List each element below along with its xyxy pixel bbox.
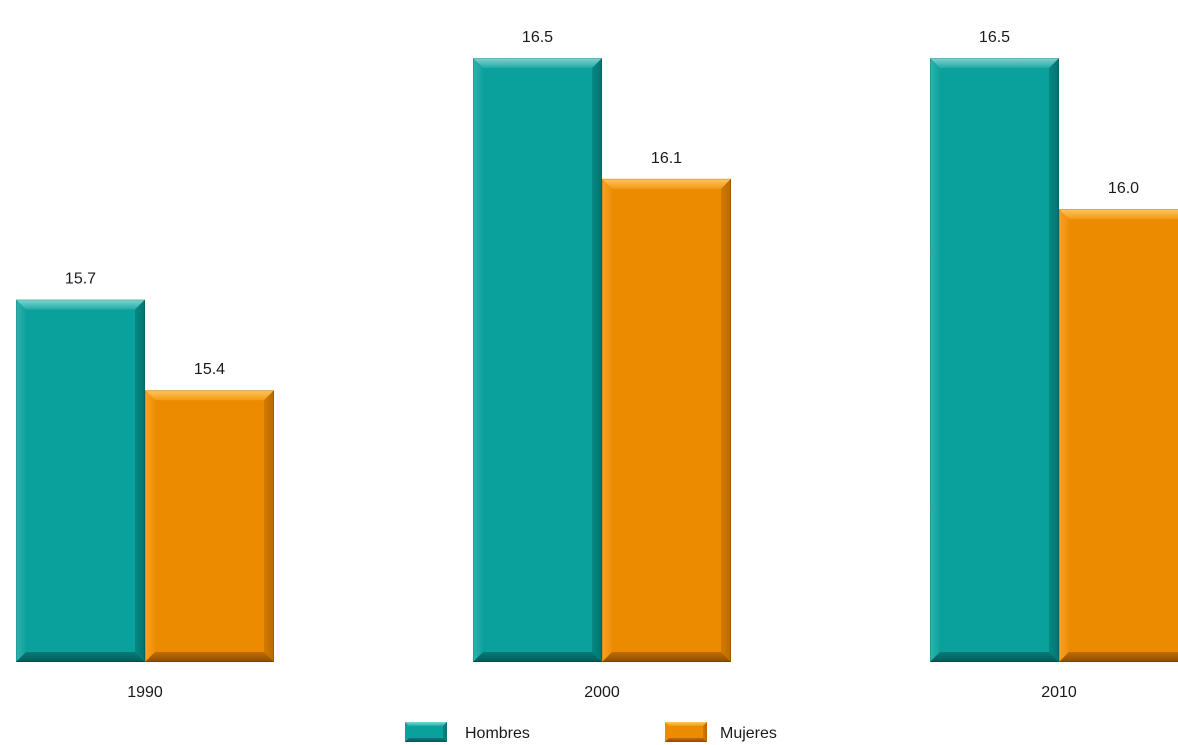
x-tick-label-2010: 2010 xyxy=(1041,684,1077,701)
value-label-mujeres-1990: 15.4 xyxy=(194,361,225,378)
legend-item-hombres: Hombres xyxy=(405,722,530,742)
bar-mujeres-1990 xyxy=(145,390,274,662)
value-label-mujeres-2010: 16.0 xyxy=(1108,180,1139,197)
legend-swatch-hombres xyxy=(405,722,447,742)
legend: Hombres Mujeres xyxy=(405,722,777,742)
x-tick-label-1990: 1990 xyxy=(127,684,163,701)
legend-swatch-mujeres xyxy=(665,722,707,742)
bars-layer xyxy=(16,58,1178,663)
value-labels-layer: 15.7 15.4 16.5 16.1 16.5 16.0 xyxy=(65,29,1139,378)
bar-hombres-1990 xyxy=(16,299,145,662)
bar-hombres-2010 xyxy=(930,58,1059,663)
bar-mujeres-2000 xyxy=(602,178,731,662)
legend-label-hombres: Hombres xyxy=(465,725,530,742)
value-label-hombres-2010: 16.5 xyxy=(979,29,1010,46)
x-tick-label-2000: 2000 xyxy=(584,684,620,701)
bar-mujeres-2010 xyxy=(1059,209,1178,662)
x-axis-tick-labels: 1990 2000 2010 xyxy=(127,684,1077,701)
value-label-hombres-2000: 16.5 xyxy=(522,29,553,46)
legend-item-mujeres: Mujeres xyxy=(665,722,777,742)
value-label-mujeres-2000: 16.1 xyxy=(651,150,682,167)
legend-label-mujeres: Mujeres xyxy=(720,725,777,742)
value-label-hombres-1990: 15.7 xyxy=(65,271,96,288)
bar-hombres-2000 xyxy=(473,58,602,663)
